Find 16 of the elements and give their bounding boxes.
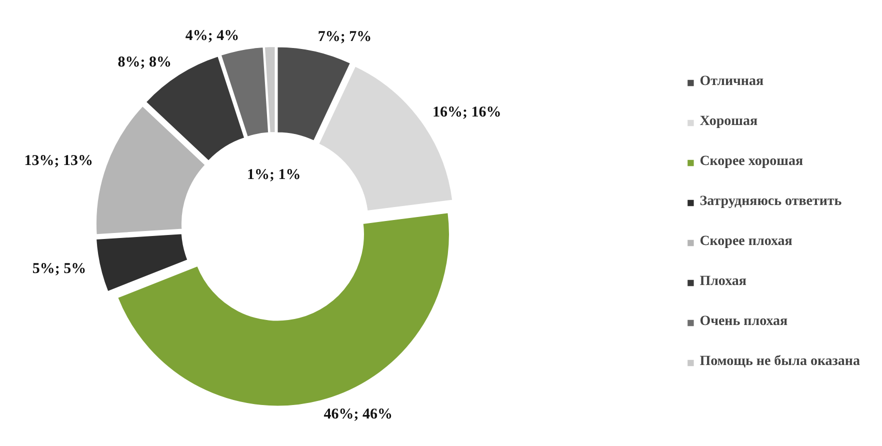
legend-label: Плохая xyxy=(700,274,746,290)
data-label: 13%; 13% xyxy=(24,152,93,169)
data-label: 5%; 5% xyxy=(32,260,86,277)
legend-label: Отличная xyxy=(700,74,764,90)
legend-label: Скорее плохая xyxy=(700,234,792,250)
legend-label: Помощь не была оказана xyxy=(700,354,860,370)
data-label: 46%; 46% xyxy=(324,406,392,422)
data-label: 7%; 7% xyxy=(318,29,372,46)
legend-label: Очень плохая xyxy=(700,314,788,330)
legend-label: Затрудняюсь ответить xyxy=(700,194,842,210)
data-label: 8%; 8% xyxy=(118,54,172,71)
legend-label: Хорошая xyxy=(700,114,758,130)
data-label: 4%; 4% xyxy=(185,28,240,44)
data-label: 16%; 16% xyxy=(432,104,502,120)
legend-label: Скорее хорошая xyxy=(700,154,804,170)
data-label: 1%; 1% xyxy=(247,166,301,183)
